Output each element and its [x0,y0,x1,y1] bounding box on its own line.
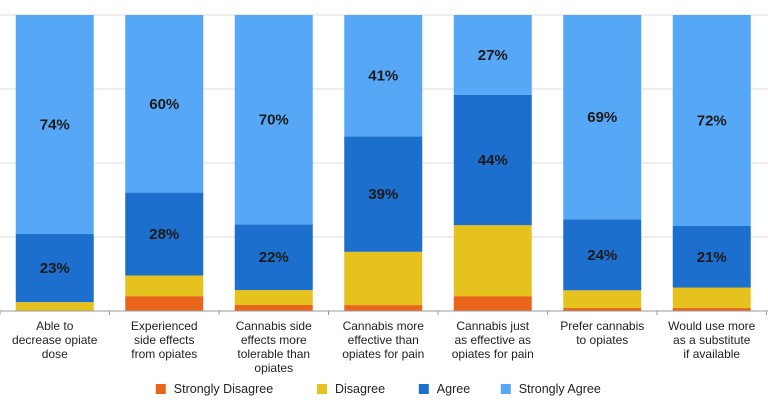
legend-swatch [317,384,327,394]
data-label: 22% [259,249,289,266]
bar-segment-strongly-disagree [234,305,313,311]
bar-segment-disagree [15,302,94,311]
data-labels: 23% 28% 22% 39% 44% 24% 21% 74% 60% 70% 41% 27% 69% 7… [40,47,727,277]
bar-segment-strongly-disagree [563,308,642,311]
bar-segment-strongly-agree [125,15,204,193]
data-label: 23% [40,260,70,277]
bar-segment-agree [234,224,313,291]
x-tick-label: Prefer cannabis to opiates [560,319,644,347]
x-tick-label: Able to decrease opiate dose [12,319,98,361]
legend-label: Strongly Disagree [174,382,273,396]
data-label: 24% [587,247,617,264]
bar-segment-agree [15,234,94,303]
data-label: 72% [697,113,727,130]
x-axis [0,310,768,315]
data-label: 44% [478,152,508,169]
legend-swatch [418,384,429,394]
bar-segment-strongly-disagree [125,296,204,311]
bar-segment-strongly-agree [234,15,313,225]
data-label: 74% [40,117,70,134]
bar-segment-strongly-disagree [672,308,751,311]
legend-label: Disagree [335,382,385,396]
bar-segment-strongly-agree [563,15,642,220]
x-tick-label: Would use more as a substitute if availabl… [668,319,755,361]
legend-swatch [500,384,511,394]
bar-segment-agree [453,94,532,226]
bar-segment-disagree [563,290,642,309]
bar-stacks [15,15,751,311]
bar-segment-agree [563,219,642,291]
bar-segment-strongly-disagree [344,305,423,311]
legend-label: Agree [437,382,470,396]
category-labels: Able to decrease opiate dose Experienced sid… [12,319,756,375]
x-tick-label: Experienced side effects from opiates [131,319,198,361]
bar-segment-strongly-disagree [453,296,532,311]
data-label: 21% [697,249,727,266]
bar-segment-strongly-agree [344,15,423,137]
data-label: 28% [149,226,179,243]
data-label: 69% [587,109,617,126]
bar-segment-disagree [672,287,751,309]
bar-segment-disagree [234,290,313,306]
data-label: 60% [149,96,179,113]
bar-segment-strongly-agree [672,15,751,227]
data-label: 41% [368,68,398,85]
bar-segment-agree [672,226,751,288]
bar-segment-strongly-agree [15,15,94,235]
x-tick-label: Cannabis more effective than opiates for p… [342,319,424,361]
bar-segment-agree [125,192,204,276]
bar-segment-disagree [344,251,423,306]
bar-segment-agree [344,136,423,252]
bar-segment-disagree [125,275,204,297]
x-tick-label: Cannabis side effects more tolerable than o… [236,319,312,375]
data-label: 39% [368,186,398,203]
legend-swatch [155,384,166,394]
legend-label: Strongly Agree [519,382,601,396]
x-tick-label: Cannabis just as effective as opiates for … [452,319,534,361]
data-label: 27% [478,47,508,64]
data-label: 70% [259,112,289,129]
bar-segment-strongly-agree [453,15,532,95]
legend: Strongly Disagree Disagree Agree Strongly A… [155,382,601,396]
bar-segment-disagree [453,225,532,297]
